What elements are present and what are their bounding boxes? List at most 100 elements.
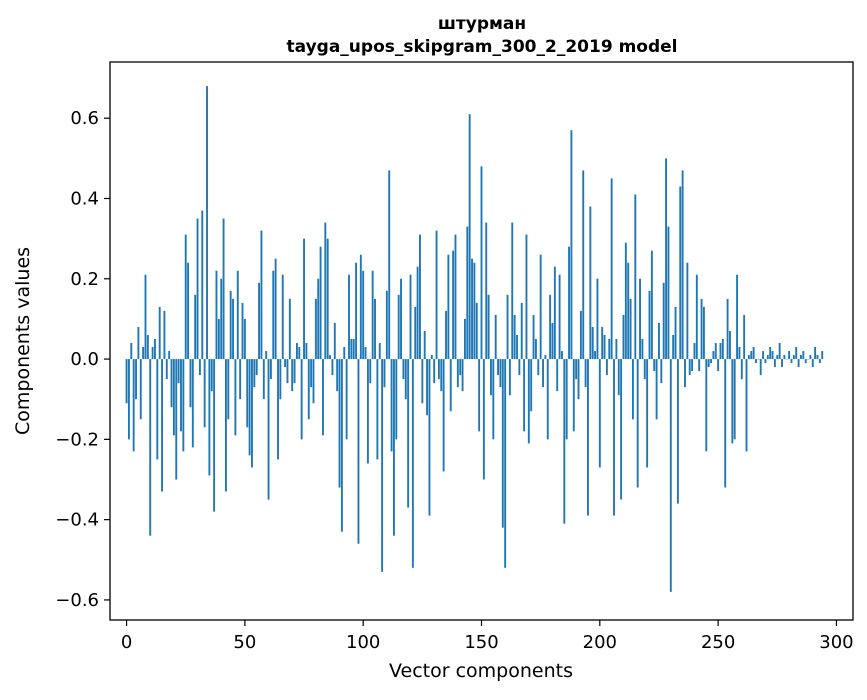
bar-51 bbox=[246, 359, 248, 427]
bar-30 bbox=[197, 219, 199, 360]
bar-161 bbox=[507, 295, 509, 359]
bar-179 bbox=[549, 295, 551, 359]
bar-232 bbox=[675, 307, 677, 359]
bar-33 bbox=[204, 359, 206, 427]
bar-14 bbox=[159, 307, 161, 359]
bar-210 bbox=[623, 315, 625, 359]
bar-144 bbox=[466, 227, 468, 359]
bar-75 bbox=[303, 239, 305, 359]
bar-209 bbox=[620, 359, 622, 500]
bar-27 bbox=[190, 359, 192, 407]
bar-175 bbox=[540, 255, 542, 359]
bar-159 bbox=[502, 359, 504, 528]
bar-102 bbox=[367, 359, 369, 463]
bar-225 bbox=[658, 323, 660, 359]
bar-168 bbox=[523, 359, 525, 431]
bar-99 bbox=[360, 255, 362, 359]
bar-143 bbox=[464, 319, 466, 359]
bar-231 bbox=[672, 335, 674, 359]
bar-0 bbox=[126, 359, 128, 403]
bar-278 bbox=[783, 355, 785, 359]
bar-100 bbox=[362, 271, 364, 359]
bar-149 bbox=[478, 359, 480, 431]
bar-162 bbox=[509, 359, 511, 395]
bar-294 bbox=[821, 351, 823, 359]
bar-148 bbox=[476, 303, 478, 359]
bar-84 bbox=[324, 223, 326, 359]
bar-106 bbox=[376, 359, 378, 459]
bar-47 bbox=[237, 271, 239, 359]
bar-248 bbox=[712, 351, 714, 359]
bar-3 bbox=[133, 359, 135, 451]
bar-79 bbox=[313, 359, 315, 403]
bar-160 bbox=[504, 359, 506, 568]
bar-170 bbox=[528, 359, 530, 443]
bar-201 bbox=[601, 327, 603, 359]
bar-97 bbox=[355, 263, 357, 359]
bar-142 bbox=[462, 359, 464, 391]
bar-126 bbox=[424, 331, 426, 359]
bar-20 bbox=[173, 359, 175, 435]
bar-101 bbox=[365, 347, 367, 359]
bar-261 bbox=[743, 315, 745, 359]
bar-286 bbox=[802, 351, 804, 359]
bar-68 bbox=[287, 359, 289, 383]
bar-4 bbox=[135, 359, 137, 399]
bar-31 bbox=[199, 359, 201, 375]
bar-193 bbox=[582, 170, 584, 359]
bar-167 bbox=[521, 303, 523, 359]
bar-173 bbox=[535, 339, 537, 359]
x-tick-label: 200 bbox=[583, 632, 617, 653]
bar-151 bbox=[483, 359, 485, 479]
bar-277 bbox=[781, 359, 783, 367]
bar-282 bbox=[793, 355, 795, 359]
bar-185 bbox=[563, 359, 565, 524]
bar-224 bbox=[656, 359, 658, 419]
bar-110 bbox=[386, 291, 388, 359]
x-tick-label: 100 bbox=[346, 632, 380, 653]
bar-76 bbox=[305, 343, 307, 359]
bar-199 bbox=[597, 279, 599, 359]
bar-66 bbox=[282, 275, 284, 359]
bar-285 bbox=[800, 355, 802, 359]
bar-52 bbox=[249, 359, 251, 455]
bar-115 bbox=[398, 295, 400, 359]
bar-213 bbox=[630, 299, 632, 359]
bar-49 bbox=[242, 303, 244, 359]
bar-195 bbox=[587, 359, 589, 516]
bar-146 bbox=[471, 259, 473, 359]
bar-233 bbox=[677, 359, 679, 504]
bar-203 bbox=[606, 359, 608, 375]
bar-290 bbox=[812, 359, 814, 367]
bar-85 bbox=[327, 239, 329, 359]
bar-6 bbox=[140, 359, 142, 419]
bar-56 bbox=[258, 283, 260, 359]
bar-289 bbox=[809, 355, 811, 359]
x-tick-label: 250 bbox=[701, 632, 735, 653]
bar-165 bbox=[516, 335, 518, 359]
bar-69 bbox=[289, 299, 291, 359]
bar-103 bbox=[369, 359, 371, 383]
bar-60 bbox=[268, 359, 270, 500]
y-axis-ticks: −0.6−0.4−0.20.00.20.40.6 bbox=[55, 108, 110, 611]
bar-163 bbox=[511, 223, 513, 359]
bar-138 bbox=[452, 251, 454, 359]
bar-263 bbox=[748, 355, 750, 359]
bar-241 bbox=[696, 275, 698, 359]
bar-214 bbox=[632, 359, 634, 419]
bar-90 bbox=[339, 359, 341, 487]
bar-197 bbox=[592, 327, 594, 359]
bar-86 bbox=[329, 355, 331, 359]
bar-229 bbox=[667, 227, 669, 359]
bar-61 bbox=[270, 359, 272, 379]
bar-211 bbox=[625, 243, 627, 359]
bar-118 bbox=[405, 359, 407, 399]
bar-217 bbox=[639, 279, 641, 359]
bar-129 bbox=[431, 355, 433, 359]
bar-257 bbox=[734, 359, 736, 439]
bar-5 bbox=[137, 327, 139, 359]
y-tick-label: −0.6 bbox=[55, 590, 99, 611]
bar-104 bbox=[372, 271, 374, 359]
bar-92 bbox=[343, 347, 345, 359]
bar-252 bbox=[722, 339, 724, 359]
